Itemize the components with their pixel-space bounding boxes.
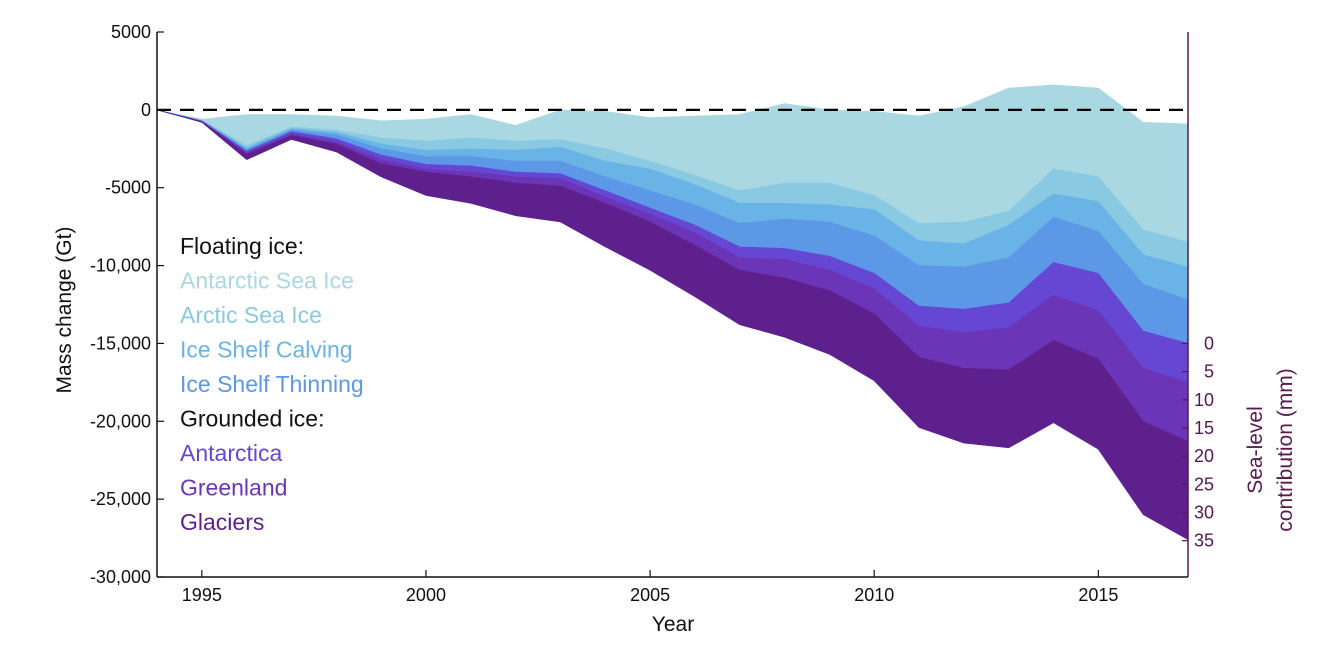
- legend: Floating ice: Antarctic Sea Ice Arctic Sea…: [180, 233, 364, 535]
- legend-entry-arctic-sea-ice: Arctic Sea Ice: [180, 302, 322, 328]
- y-tick-label: -25,000: [90, 489, 151, 509]
- y-tick-label: -15,000: [90, 333, 151, 353]
- sea-level-tick-label: 35: [1194, 531, 1214, 551]
- sea-level-tick-label: 15: [1194, 418, 1214, 438]
- x-axis-ticks: 1995 2000 2005 2010 2015: [182, 570, 1118, 605]
- x-tick-label: 1995: [182, 585, 222, 605]
- legend-entry-floating-ice: Floating ice:: [180, 233, 304, 259]
- sea-level-tick-label: 10: [1194, 390, 1214, 410]
- x-tick-label: 2005: [630, 585, 670, 605]
- sea-level-tick-label: 25: [1194, 474, 1214, 494]
- x-tick-label: 2000: [406, 585, 446, 605]
- y-tick-label: -30,000: [90, 567, 151, 587]
- legend-entry-antarctic-sea-ice: Antarctic Sea Ice: [180, 268, 354, 294]
- legend-entry-ice-shelf-calving: Ice Shelf Calving: [180, 337, 353, 363]
- y-axis-title: Mass change (Gt): [53, 227, 76, 394]
- x-axis-title: Year: [652, 613, 694, 636]
- axes-frame: [156, 32, 1189, 578]
- legend-entry-ice-shelf-thinning: Ice Shelf Thinning: [180, 371, 364, 397]
- sea-level-tick-label: 0: [1204, 333, 1214, 353]
- sea-level-tick-label: 30: [1194, 503, 1214, 523]
- legend-entry-grounded-ice: Grounded ice:: [180, 406, 324, 432]
- y-tick-label: 5000: [111, 22, 151, 42]
- sea-level-axis-title-line1: Sea-level: [1244, 406, 1267, 494]
- sea-level-axis-title-line2: contribution (mm): [1274, 368, 1297, 531]
- sea-level-tick-label: 5: [1204, 362, 1214, 382]
- sea-level-tick-label: 20: [1194, 446, 1214, 466]
- y-axis-ticks: 5000 0 -5000 -10,000 -15,000 -20,000 -25,000 -3…: [90, 22, 164, 587]
- y-tick-label: -20,000: [90, 411, 151, 431]
- y-tick-label: 0: [141, 100, 151, 120]
- sea-level-axis-ticks: 0 5 10 15 20 25 30 35: [1182, 333, 1214, 551]
- legend-entry-glaciers: Glaciers: [180, 509, 264, 535]
- legend-entry-antarctica: Antarctica: [180, 440, 282, 466]
- x-tick-label: 2010: [854, 585, 894, 605]
- legend-entry-greenland: Greenland: [180, 475, 287, 501]
- y-tick-label: -5000: [105, 178, 151, 198]
- x-tick-label: 2015: [1078, 585, 1118, 605]
- y-tick-label: -10,000: [90, 256, 151, 276]
- stacked-areas: [156, 84, 1189, 541]
